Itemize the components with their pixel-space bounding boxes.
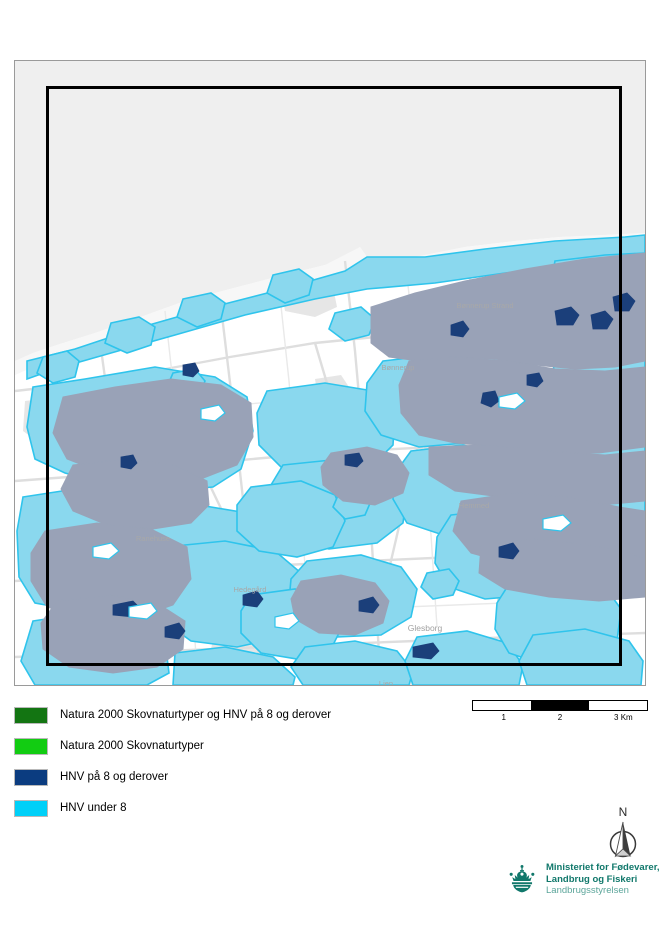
scale-tick-1: 1 [501,713,506,722]
danish-crown-icon [509,865,535,893]
legend-item-hnv-under8[interactable]: HNV under 8 [14,793,434,824]
scale-bar-segment-3 [588,701,647,710]
legend-swatch-dark-green [14,707,48,724]
map-canvas[interactable] [15,61,645,685]
north-arrow: N [600,806,646,864]
legend-item-natura2000[interactable]: Natura 2000 Skovnaturtyper [14,731,434,762]
ministry-logo: Ministeriet for Fødevarer, Landbrug og F… [505,862,660,906]
legend-label: Natura 2000 Skovnaturtyper og HNV på 8 o… [60,708,332,721]
hnv-over-8-detail [112,292,636,660]
scale-bar-labels: 1 2 3 Km [472,713,648,727]
north-arrow-icon [609,821,637,858]
logo-line-3: Landbrugsstyrelsen [546,885,629,896]
north-label: N [618,805,628,819]
scale-tick-3: 3 Km [614,713,633,722]
map-holes [92,392,572,630]
map-frame[interactable]: Bønnerup Strand Bønnerup Hemmed Hedegård… [14,60,646,686]
legend-swatch-cyan [14,800,48,817]
scale-bar-track [472,700,648,711]
scale-bar: 1 2 3 Km [472,700,648,727]
logo-line-2: Landbrug og Fiskeri [546,873,638,885]
legend: Natura 2000 Skovnaturtyper og HNV på 8 o… [14,700,434,824]
logo-text: Ministeriet for Fødevarer, Landbrug og F… [546,862,660,898]
scale-bar-segment-1 [473,701,531,710]
legend-swatch-navy [14,769,48,786]
legend-item-natura2000-hnv8[interactable]: Natura 2000 Skovnaturtyper og HNV på 8 o… [14,700,434,731]
hnv-over-8-areas [30,252,645,674]
legend-label: HNV på 8 og derover [60,770,169,783]
legend-swatch-green [14,738,48,755]
scale-tick-2: 2 [557,713,563,722]
legend-item-hnv8[interactable]: HNV på 8 og derover [14,762,434,793]
scale-bar-segment-2 [531,701,589,710]
legend-label: HNV under 8 [60,801,127,814]
logo-line-1: Ministeriet for Fødevarer, [546,862,660,873]
legend-label: Natura 2000 Skovnaturtyper [60,739,204,752]
